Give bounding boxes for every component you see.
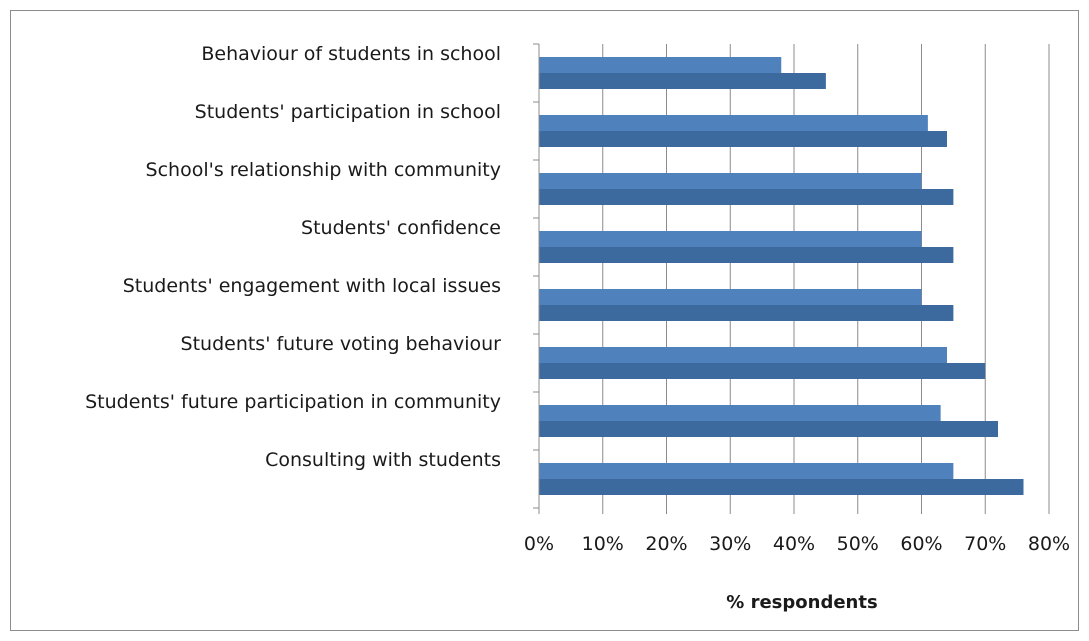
bar bbox=[539, 479, 1024, 495]
x-tick-label: 10% bbox=[582, 533, 624, 555]
bar bbox=[539, 247, 954, 263]
gridlines bbox=[602, 44, 1050, 508]
category-label: Students' engagement with local issues bbox=[123, 275, 501, 297]
x-tick-label: 80% bbox=[1028, 533, 1070, 555]
bar bbox=[539, 289, 922, 305]
axes bbox=[533, 43, 1050, 514]
x-tick-labels: 0% 10% 20% 30% 40% 50% 60% 70% 80% bbox=[524, 533, 1070, 555]
x-tick-label: 0% bbox=[524, 533, 554, 555]
bar bbox=[539, 73, 826, 89]
bar bbox=[539, 189, 954, 205]
category-label: Students' participation in school bbox=[195, 101, 501, 123]
bar bbox=[539, 115, 928, 131]
x-tick-label: 70% bbox=[964, 533, 1006, 555]
bar bbox=[539, 363, 986, 379]
x-tick-label: 20% bbox=[645, 533, 687, 555]
category-label: Behaviour of students in school bbox=[201, 43, 501, 65]
bar bbox=[539, 405, 941, 421]
category-label: Consulting with students bbox=[265, 449, 501, 471]
category-label: Students' confidence bbox=[301, 217, 501, 239]
bar bbox=[539, 57, 782, 73]
bar-chart: Behaviour of students in school Students'… bbox=[85, 43, 1070, 613]
category-label: School's relationship with community bbox=[146, 159, 501, 181]
x-tick-label: 50% bbox=[837, 533, 879, 555]
bars bbox=[539, 57, 1024, 495]
bar bbox=[539, 131, 947, 147]
bar bbox=[539, 421, 998, 437]
bar bbox=[539, 305, 954, 321]
x-tick-label: 40% bbox=[773, 533, 815, 555]
x-axis-title: % respondents bbox=[726, 592, 877, 613]
category-label: Students' future participation in commun… bbox=[85, 391, 501, 413]
category-label: Students' future voting behaviour bbox=[181, 333, 502, 355]
bar bbox=[539, 463, 954, 479]
bar bbox=[539, 231, 922, 247]
x-tick-label: 60% bbox=[900, 533, 942, 555]
bar bbox=[539, 173, 922, 189]
x-tick-label: 30% bbox=[709, 533, 751, 555]
bar bbox=[539, 347, 947, 363]
category-labels: Behaviour of students in school Students'… bbox=[85, 43, 501, 471]
chart-frame: Behaviour of students in school Students'… bbox=[10, 10, 1079, 631]
